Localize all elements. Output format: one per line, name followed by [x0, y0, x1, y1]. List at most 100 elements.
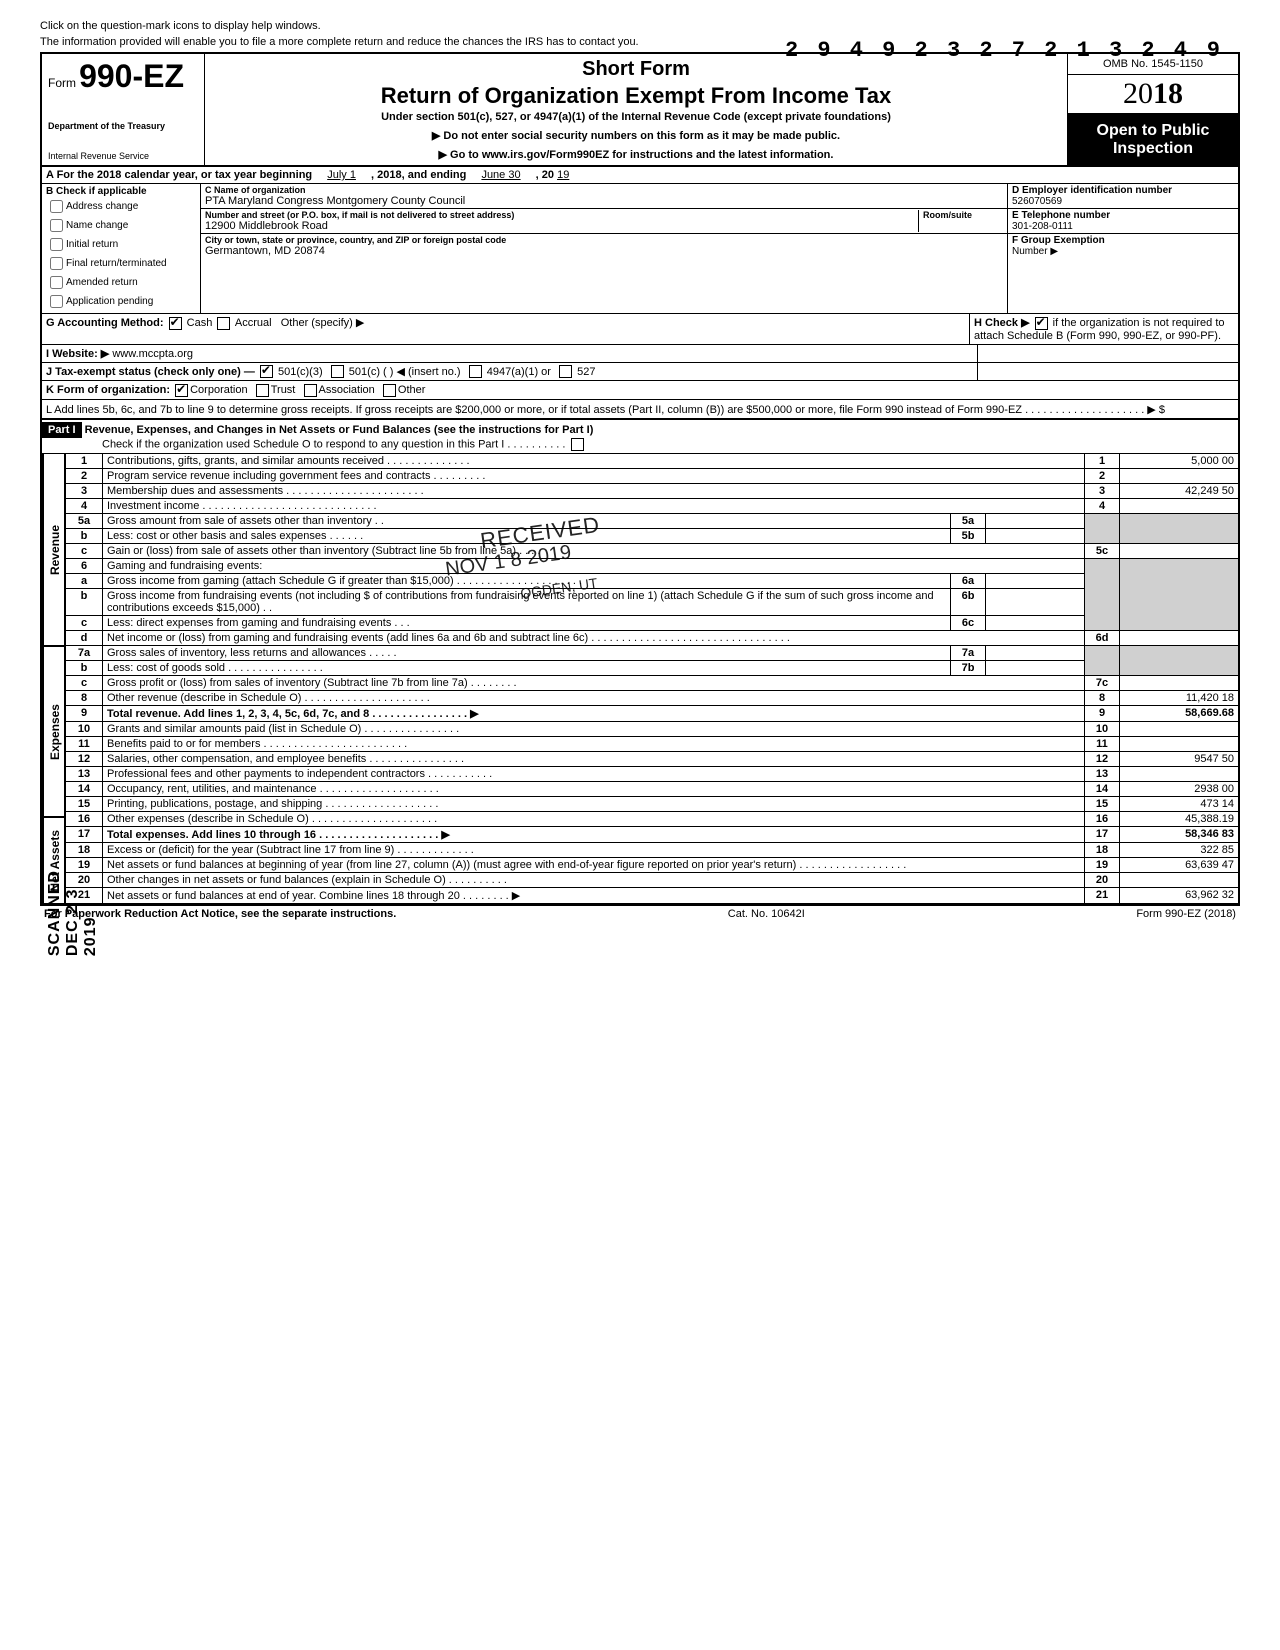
- chk-association[interactable]: [304, 384, 317, 397]
- chk-other-org[interactable]: [383, 384, 396, 397]
- chk-address-change[interactable]: Address change: [46, 197, 196, 216]
- line-11-amount: [1120, 737, 1240, 752]
- line-5c-label: Gain or (loss) from sale of assets other…: [103, 544, 1085, 559]
- line-6-label: Gaming and fundraising events:: [103, 559, 1085, 574]
- line-15-amount: 473 14: [1120, 797, 1240, 812]
- row-j: J Tax-exempt status (check only one) — 5…: [40, 363, 1240, 382]
- chk-schedule-b[interactable]: [1035, 317, 1048, 330]
- org-city: Germantown, MD 20874: [205, 245, 1003, 257]
- chk-initial-return[interactable]: Initial return: [46, 235, 196, 254]
- line-7c-amount: [1120, 676, 1240, 691]
- line-20-label: Other changes in net assets or fund bala…: [103, 873, 1085, 888]
- line-6d-amount: [1120, 631, 1240, 646]
- period-tail-year: 19: [557, 169, 569, 181]
- period-mid: , 2018, and ending: [371, 169, 466, 181]
- line-3-amount: 42,249 50: [1120, 484, 1240, 499]
- part1-schedule-o-note: Check if the organization used Schedule …: [102, 439, 565, 451]
- line-5b-box: 5b: [951, 529, 986, 544]
- period-tail: , 20: [536, 169, 554, 181]
- group-exempt-label: F Group Exemption: [1012, 235, 1105, 246]
- entity-block: B Check if applicable Address change Nam…: [40, 184, 1240, 314]
- side-revenue: Revenue: [48, 525, 62, 575]
- form-footer: Form 990-EZ (2018): [1136, 908, 1236, 920]
- ein-label: D Employer identification number: [1012, 185, 1234, 196]
- phone-label: E Telephone number: [1012, 210, 1234, 221]
- goto-line: ▶ Go to www.irs.gov/Form990EZ for instru…: [213, 148, 1059, 161]
- chk-schedule-o-part1[interactable]: [571, 438, 584, 451]
- line-6c-label: Less: direct expenses from gaming and fu…: [103, 616, 951, 631]
- line-6d-label: Net income or (loss) from gaming and fun…: [103, 631, 1085, 646]
- group-exempt-number-label: Number ▶: [1012, 246, 1058, 257]
- part1-lines-table: 1Contributions, gifts, grants, and simil…: [64, 454, 1240, 905]
- chk-amended[interactable]: Amended return: [46, 273, 196, 292]
- line-6b-box: 6b: [951, 589, 986, 616]
- period-end: June 30: [469, 169, 532, 181]
- footer-row: For Paperwork Reduction Act Notice, see …: [40, 905, 1240, 922]
- website-value: www.mccpta.org: [112, 348, 193, 360]
- line-3-label: Membership dues and assessments . . . . …: [103, 484, 1085, 499]
- line-4-amount: [1120, 499, 1240, 514]
- line-7b-box: 7b: [951, 661, 986, 676]
- line-18-amount: 322 85: [1120, 843, 1240, 858]
- line-4-label: Investment income . . . . . . . . . . . …: [103, 499, 1085, 514]
- dln-number: 2 9 4 9 2 3 2 7 2 1 3 2 4: [785, 38, 1190, 63]
- i-label: I Website: ▶: [46, 348, 109, 360]
- form-header: Form 990-EZ Department of the Treasury I…: [40, 52, 1240, 167]
- chk-4947[interactable]: [469, 365, 482, 378]
- chk-name-change[interactable]: Name change: [46, 216, 196, 235]
- row-g-h: G Accounting Method: Cash Accrual Other …: [40, 314, 1240, 345]
- line-7b-label: Less: cost of goods sold . . . . . . . .…: [103, 661, 951, 676]
- line-7a-box: 7a: [951, 646, 986, 661]
- line-6a-label: Gross income from gaming (attach Schedul…: [103, 574, 951, 589]
- line-5b-label: Less: cost or other basis and sales expe…: [103, 529, 951, 544]
- phone-value: 301-208-0111: [1012, 221, 1234, 232]
- line-10-amount: [1120, 722, 1240, 737]
- line-a-period: A For the 2018 calendar year, or tax yea…: [40, 167, 1240, 184]
- other-specify-label: Other (specify) ▶: [281, 317, 365, 329]
- c-name-label: C Name of organization: [205, 185, 1003, 195]
- line-19-amount: 63,639 47: [1120, 858, 1240, 873]
- chk-527[interactable]: [559, 365, 572, 378]
- line-18-label: Excess or (deficit) for the year (Subtra…: [103, 843, 1085, 858]
- line-6b-label: Gross income from fundraising events (no…: [103, 589, 951, 616]
- row-k: K Form of organization: Corporation Trus…: [40, 381, 1240, 400]
- j-4947-label: 4947(a)(1) or: [487, 366, 551, 378]
- line-19-label: Net assets or fund balances at beginning…: [103, 858, 1085, 873]
- chk-trust[interactable]: [256, 384, 269, 397]
- line-1-label: Contributions, gifts, grants, and simila…: [103, 454, 1085, 469]
- year-outline: 20: [1123, 77, 1153, 110]
- chk-final-return[interactable]: Final return/terminated: [46, 254, 196, 273]
- row-i: I Website: ▶ www.mccpta.org: [40, 345, 1240, 363]
- k-other-label: Other: [398, 384, 426, 396]
- inspection-label: Inspection: [1070, 140, 1236, 158]
- chk-app-pending[interactable]: Application pending: [46, 292, 196, 311]
- l-text: L Add lines 5b, 6c, and 7b to line 9 to …: [46, 403, 1165, 416]
- side-expenses: Expenses: [48, 704, 62, 760]
- line-5a-box: 5a: [951, 514, 986, 529]
- chk-corporation[interactable]: [175, 384, 188, 397]
- irs-line: Internal Revenue Service: [48, 151, 198, 161]
- row-l: L Add lines 5b, 6c, and 7b to line 9 to …: [40, 400, 1240, 420]
- g-label: G Accounting Method:: [46, 317, 164, 329]
- line-21-amount: 63,962 32: [1120, 888, 1240, 905]
- line-10-label: Grants and similar amounts paid (list in…: [103, 722, 1085, 737]
- open-to-public: Open to Public Inspection: [1068, 114, 1238, 165]
- tax-year: 2018: [1068, 75, 1238, 114]
- line-16-amount: 45,388.19: [1120, 812, 1240, 827]
- chk-accrual[interactable]: [217, 317, 230, 330]
- line-8-label: Other revenue (describe in Schedule O) .…: [103, 691, 1085, 706]
- line-14-label: Occupancy, rent, utilities, and maintena…: [103, 782, 1085, 797]
- k-trust-label: Trust: [271, 384, 296, 396]
- chk-cash[interactable]: [169, 317, 182, 330]
- line-7a-label: Gross sales of inventory, less returns a…: [103, 646, 951, 661]
- period-begin: July 1: [315, 169, 368, 181]
- chk-501c3[interactable]: [260, 365, 273, 378]
- line-12-amount: 9547 50: [1120, 752, 1240, 767]
- room-label: Room/suite: [923, 210, 1003, 220]
- year-bold: 18: [1153, 77, 1183, 110]
- j-501c-label: 501(c) ( ) ◀ (insert no.): [349, 366, 461, 378]
- form-label: Form: [48, 76, 76, 90]
- ssn-warning: ▶ Do not enter social security numbers o…: [213, 129, 1059, 142]
- chk-501c[interactable]: [331, 365, 344, 378]
- ein-value: 526070569: [1012, 196, 1234, 207]
